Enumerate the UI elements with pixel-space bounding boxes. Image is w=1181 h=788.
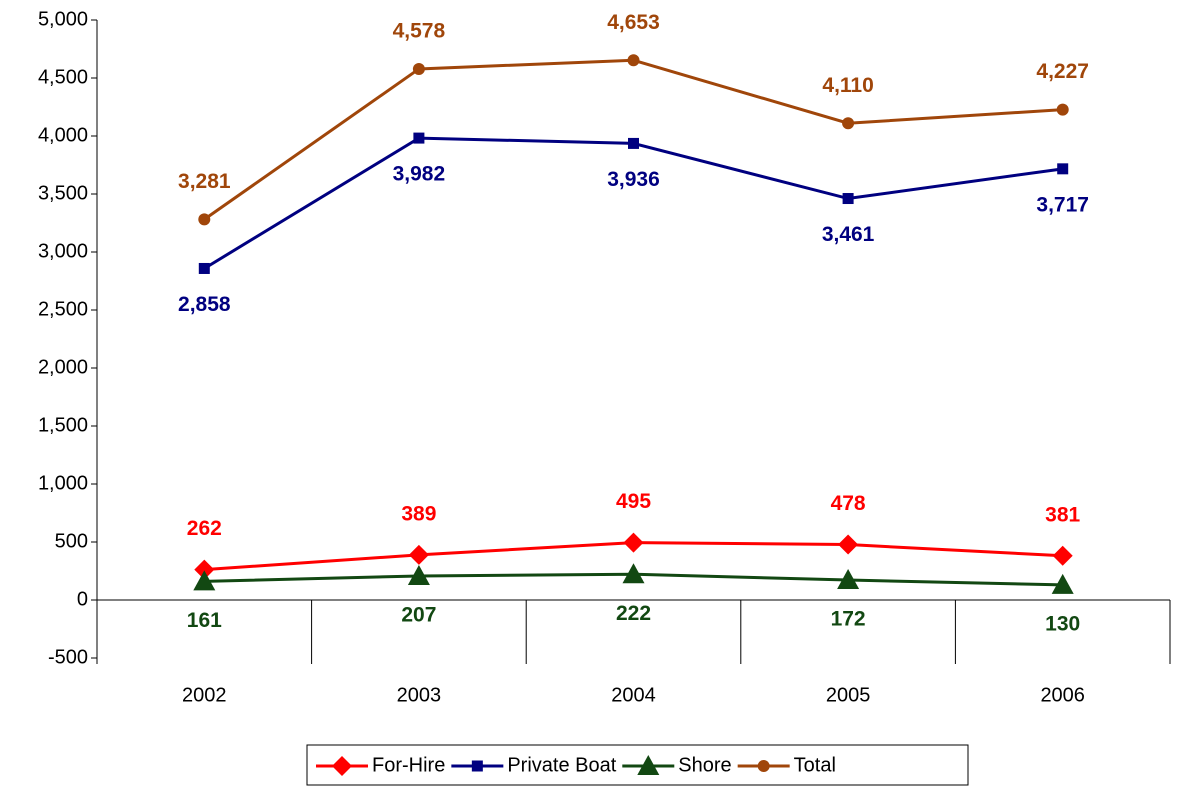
x-tick-label: 2004: [611, 684, 656, 706]
marker: [1057, 163, 1069, 175]
marker: [194, 559, 215, 580]
x-tick-label: 2003: [397, 684, 442, 706]
data-label: 4,227: [1036, 60, 1089, 83]
data-label: 172: [831, 608, 866, 631]
data-label: 222: [616, 602, 651, 625]
y-tick-label: 4,500: [38, 66, 88, 88]
marker: [332, 756, 352, 776]
y-tick-label: 1,000: [38, 472, 88, 494]
marker: [622, 563, 645, 584]
data-label: 389: [401, 502, 436, 525]
y-tick-label: 500: [55, 530, 88, 552]
data-label: 381: [1045, 503, 1080, 526]
data-label: 2,858: [178, 293, 231, 316]
series-line: [203, 136, 1063, 270]
legend-item: Total: [737, 754, 836, 776]
legend: For-Hire Private Boat Shore Total: [306, 744, 969, 786]
x-tick-label: 2002: [182, 684, 227, 706]
marker: [842, 193, 854, 205]
data-label: 130: [1045, 612, 1080, 635]
marker: [1056, 103, 1069, 116]
data-label: 262: [187, 517, 222, 540]
data-label: 3,982: [393, 163, 446, 186]
marker: [842, 117, 855, 130]
data-label: 4,653: [607, 11, 660, 34]
marker: [193, 570, 216, 591]
marker: [757, 760, 770, 772]
data-label: 3,281: [178, 170, 231, 193]
marker: [627, 54, 640, 67]
marker: [637, 755, 660, 775]
marker: [628, 137, 639, 149]
x-tick-label: 2005: [826, 684, 871, 706]
data-label: 495: [616, 490, 651, 513]
legend-item: For-Hire: [316, 754, 445, 776]
x-tick-label: 2006: [1040, 684, 1085, 706]
y-tick-label: -500: [48, 646, 88, 668]
marker: [623, 532, 644, 553]
y-tick-label: 5,000: [38, 8, 88, 30]
data-label: 207: [401, 604, 436, 627]
marker: [412, 62, 425, 75]
data-label: 4,110: [822, 74, 873, 97]
y-tick-label: 2,500: [38, 298, 88, 320]
y-tick-label: 3,000: [38, 240, 88, 262]
legend-label: Private Boat: [507, 754, 616, 776]
data-label: 4,578: [393, 19, 446, 42]
y-tick-label: 0: [77, 588, 88, 610]
data-label: 3,461: [822, 223, 875, 246]
y-tick-label: 2,000: [38, 356, 88, 378]
legend-label: For-Hire: [372, 754, 445, 776]
data-label: 3,936: [607, 168, 660, 191]
marker: [408, 544, 429, 565]
marker: [471, 760, 483, 772]
y-tick-label: 1,500: [38, 414, 88, 436]
legend-item: Shore: [622, 754, 732, 776]
data-label: 478: [831, 492, 866, 515]
marker: [198, 262, 210, 274]
marker: [837, 569, 860, 590]
y-tick-label: 3,500: [38, 182, 88, 204]
data-label: 161: [187, 609, 222, 632]
marker: [413, 132, 425, 144]
marker: [838, 534, 859, 555]
y-tick-label: 4,000: [38, 124, 88, 146]
legend-item: Private Boat: [451, 754, 617, 776]
marker: [407, 564, 430, 585]
data-label: 3,717: [1036, 193, 1089, 216]
marker: [198, 213, 211, 226]
legend-label: Total: [794, 754, 836, 776]
marker: [1051, 573, 1074, 594]
legend-label: Shore: [678, 754, 731, 776]
marker: [1052, 545, 1073, 566]
